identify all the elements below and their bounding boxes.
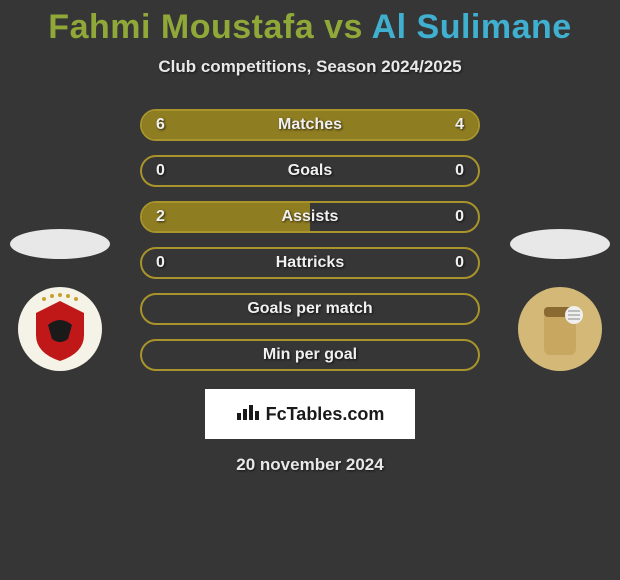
stat-row: Goals per match (140, 293, 480, 325)
player-right-photo-placeholder (510, 229, 610, 259)
stat-value-right: 4 (455, 116, 464, 134)
stat-row: 0 0 Goals (140, 155, 480, 187)
stat-value-left: 0 (156, 162, 165, 180)
stat-value-right: 0 (455, 162, 464, 180)
comparison-block: 6 4 Matches 0 0 Goals 2 0 Assists 0 0 Hattricks Goal… (0, 109, 620, 371)
player-left-club-badge (18, 287, 102, 371)
page-title: Fahmi Moustafa vs Al Sulimane (0, 0, 620, 47)
watermark-chart-icon (236, 403, 260, 426)
stat-label: Matches (278, 116, 342, 134)
stat-value-left: 2 (156, 208, 165, 226)
stat-label: Assists (282, 208, 339, 226)
stat-label: Min per goal (263, 346, 357, 364)
stat-row: 6 4 Matches (140, 109, 480, 141)
stat-rows: 6 4 Matches 0 0 Goals 2 0 Assists 0 0 Hattricks Goal… (140, 109, 480, 371)
stat-label: Goals per match (247, 300, 372, 318)
title-player2: Al Sulimane (372, 8, 572, 46)
stat-value-right: 0 (455, 254, 464, 272)
player-left-column (10, 229, 110, 371)
stat-value-left: 0 (156, 254, 165, 272)
player-left-photo-placeholder (10, 229, 110, 259)
stat-label: Hattricks (276, 254, 344, 272)
date: 20 november 2024 (0, 455, 620, 475)
stat-label: Goals (288, 162, 332, 180)
stat-value-left: 6 (156, 116, 165, 134)
stat-value-right: 0 (455, 208, 464, 226)
title-vs: vs (324, 8, 363, 46)
watermark-text: FcTables.com (266, 404, 385, 425)
subtitle: Club competitions, Season 2024/2025 (0, 57, 620, 77)
watermark: FcTables.com (205, 389, 415, 439)
stat-row: 0 0 Hattricks (140, 247, 480, 279)
stat-row: Min per goal (140, 339, 480, 371)
title-player1: Fahmi Moustafa (48, 8, 314, 46)
player-right-column (510, 229, 610, 371)
player-right-club-badge (518, 287, 602, 371)
stat-row: 2 0 Assists (140, 201, 480, 233)
